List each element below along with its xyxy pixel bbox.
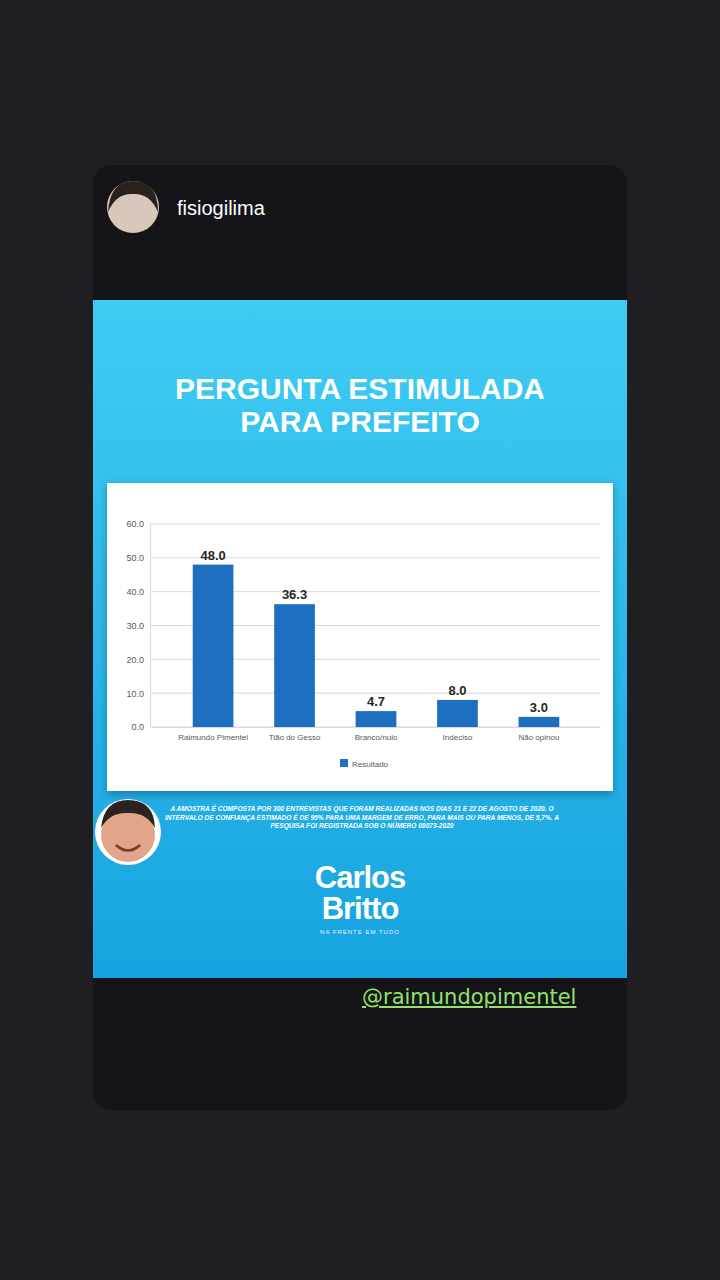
x-tick: Não opinou xyxy=(518,727,559,742)
story-stage: fisiogilima 0.0 10.0 20.0 30.0 40.0 50.0 60.0 Ra… xyxy=(0,0,720,1280)
x-axis: Raimundo Pimentel Tião do Gesso Branco/nul… xyxy=(153,727,601,742)
y-axis: 0.0 10.0 20.0 30.0 40.0 50.0 60.0 xyxy=(126,519,150,732)
y-tick-label: 60.0 xyxy=(126,519,144,529)
bar xyxy=(437,700,478,727)
footnote: A AMOSTRA É COMPOSTA POR 300 ENTREVISTAS… xyxy=(163,805,561,831)
avatar-hair xyxy=(108,181,158,212)
avatar xyxy=(107,181,159,233)
data-label: 3.0 xyxy=(530,700,548,715)
data-label: 48.0 xyxy=(200,548,225,563)
legend: Resultado xyxy=(340,759,389,769)
x-tick-label: Branco/nulo xyxy=(355,733,398,742)
data-labels: 48.0 36.3 4.7 8.0 3.0 xyxy=(200,548,548,715)
y-tick-label: 0.0 xyxy=(131,722,144,732)
y-tick: 40.0 xyxy=(126,587,150,597)
y-tick: 0.0 xyxy=(131,722,150,732)
data-label: 4.7 xyxy=(367,694,385,709)
tagline: NA FRENTE EM TUDO xyxy=(290,929,430,935)
face-badge xyxy=(95,799,161,865)
x-tick-label: Indeciso xyxy=(443,733,473,742)
canvas: fisiogilima 0.0 10.0 20.0 30.0 40.0 50.0 60.0 Ra… xyxy=(0,0,720,1280)
data-label: 36.3 xyxy=(282,587,307,602)
y-tick-label: 40.0 xyxy=(126,587,144,597)
x-tick-label: Raimundo Pimentel xyxy=(178,733,248,742)
y-tick-label: 30.0 xyxy=(126,621,144,631)
background xyxy=(0,0,720,1280)
y-tick-label: 50.0 xyxy=(126,553,144,563)
bar xyxy=(193,565,234,727)
post-image xyxy=(93,300,627,978)
bar xyxy=(356,711,397,727)
x-axis-line xyxy=(153,727,601,728)
data-label: 8.0 xyxy=(448,683,466,698)
legend-swatch xyxy=(340,759,348,767)
y-tick-label: 20.0 xyxy=(126,655,144,665)
y-axis-line xyxy=(150,525,151,728)
chart-box xyxy=(107,483,613,791)
face-smile xyxy=(116,845,140,851)
x-tick-label: Não opinou xyxy=(518,733,559,742)
y-tick: 60.0 xyxy=(126,519,150,529)
y-tick-label: 10.0 xyxy=(126,689,144,699)
mention[interactable]: @raimundopimentel xyxy=(362,985,576,1009)
chart-title: PERGUNTA ESTIMULADA PARA PREFEITO xyxy=(140,372,580,438)
y-tick: 50.0 xyxy=(126,553,150,563)
bar xyxy=(519,717,560,727)
grid-line xyxy=(150,524,600,525)
chart: 0.0 10.0 20.0 30.0 40.0 50.0 60.0 Raimundo Pime… xyxy=(126,519,600,768)
y-tick: 30.0 xyxy=(126,621,150,631)
bars xyxy=(193,565,560,727)
story-card xyxy=(93,165,627,1110)
x-tick: Branco/nulo xyxy=(355,727,398,742)
bar xyxy=(274,604,315,727)
grid xyxy=(150,524,600,727)
username: fisiogilima xyxy=(177,197,266,219)
legend-label: Resultado xyxy=(352,760,389,769)
y-tick: 20.0 xyxy=(126,655,150,665)
x-tick: Tião do Gesso xyxy=(269,727,321,742)
face-hair xyxy=(101,800,155,828)
y-tick: 10.0 xyxy=(126,689,150,699)
x-tick-label: Tião do Gesso xyxy=(269,733,321,742)
brand: Carlos Britto xyxy=(290,862,430,924)
x-tick: Raimundo Pimentel xyxy=(178,727,248,742)
x-tick: Indeciso xyxy=(443,727,473,742)
